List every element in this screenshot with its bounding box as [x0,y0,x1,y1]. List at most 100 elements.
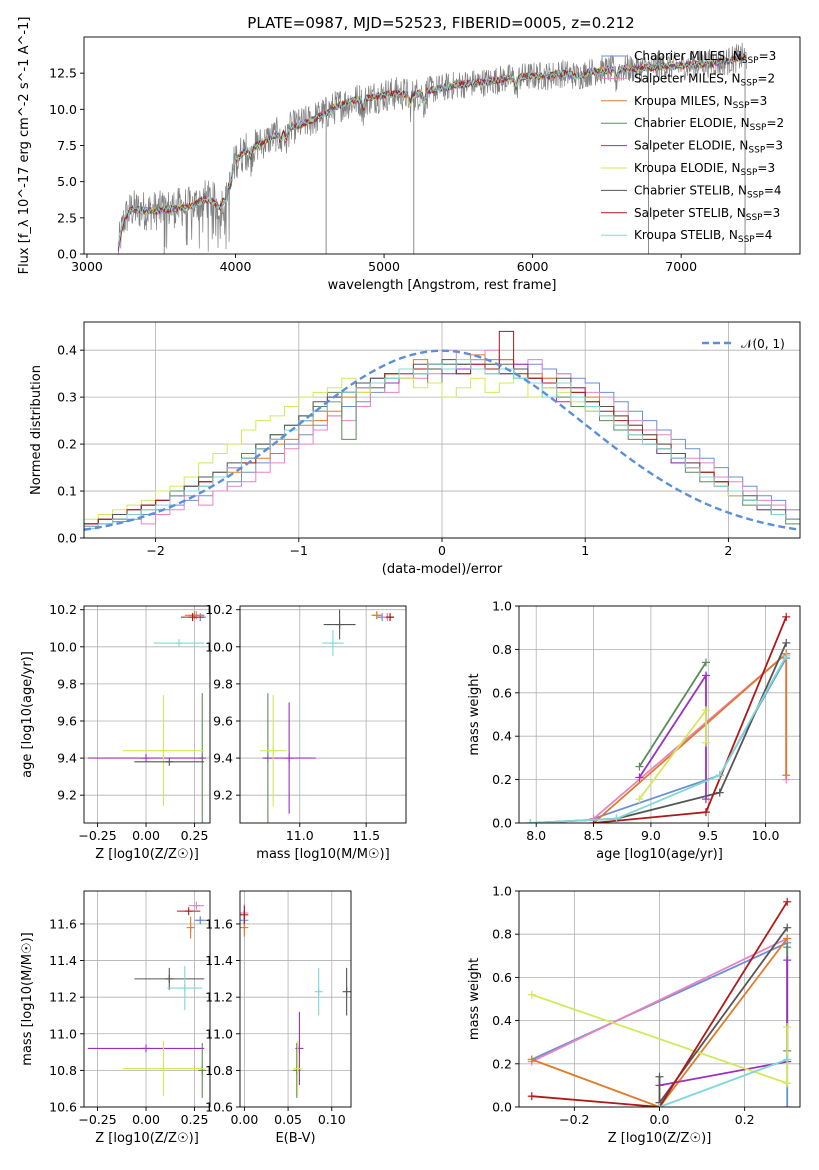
x-tick-label: 7000 [665,259,697,274]
panel-4: 11.0 11.5 9.2 9.4 9.6 9.8 10.0 10.2 mass [log10(… [205,602,407,862]
x-tick-label: 0.10 [318,1112,346,1127]
y-tick-label: 11.6 [49,916,77,931]
x-tick-label: 11.5 [352,828,380,843]
x-tick-label: 0.25 [181,828,209,843]
x-tick-label: 9.0 [641,828,661,843]
x-tick-label: 6000 [517,259,549,274]
y-tick-label: 0.6 [492,970,512,985]
legend: Chabrier MILES, NSSP=3 Salpeter MILES, NS… [601,49,784,245]
legend-label: Salpeter ELODIE, NSSP=3 [634,139,783,156]
y-tick-label: 10.6 [49,1100,77,1115]
x-axis-label: Z [log10(Z/Z☉)] [95,1131,199,1146]
mass-weight-line [593,651,788,823]
y-axis-label: Flux [f_λ 10^-17 erg cm^-2 s^-1 A^-1] [17,17,32,275]
y-tick-label: 0.2 [492,772,512,787]
y-tick-label: 10.0 [205,639,233,654]
x-tick-label: 0 [438,543,446,558]
y-tick-label: 9.2 [57,788,77,803]
y-axis-label: mass weight [467,958,482,1040]
y-tick-label: 0.3 [57,390,77,405]
y-tick-label: 0.0 [492,1100,512,1115]
y-tick-label: 11.4 [49,953,77,968]
y-tick-label: 10.0 [49,102,77,117]
plot-area [526,612,791,823]
y-tick-label: 9.6 [57,713,77,728]
mass-weight-line [638,672,707,800]
y-axis-label: age [log10(age/yr)] [20,651,35,778]
y-tick-label: 0.0 [57,247,77,262]
model-line [117,53,746,247]
y-tick-label: 0.8 [492,927,512,942]
x-tick-label: 0.25 [181,1112,209,1127]
x-tick-label: −1 [290,543,308,558]
mass-weight-line [530,655,787,823]
y-tick-label: 5.0 [57,174,77,189]
spectrum-data-line [117,42,747,254]
figure-title: PLATE=0987, MJD=52523, FIBERID=0005, z=0… [247,14,634,32]
y-tick-label: 10.0 [49,639,77,654]
y-tick-label: 0.0 [492,816,512,831]
x-tick-label: 3000 [71,259,103,274]
legend-label: Kroupa STELIB, NSSP=4 [634,228,772,245]
x-tick-label: 5000 [368,259,400,274]
x-tick-label: −2 [146,543,164,558]
y-tick-label: 0.2 [57,437,77,452]
legend-label: Salpeter STELIB, NSSP=3 [634,206,780,223]
y-tick-label: 2.5 [57,210,77,225]
x-axis-label: E(B-V) [275,1131,315,1146]
y-tick-label: 7.5 [57,138,77,153]
x-tick-label: 0.00 [132,828,160,843]
y-tick-label: 11.0 [205,1026,233,1041]
plot-area [84,330,800,538]
y-tick-label: 10.2 [49,602,77,617]
normal-curve [84,349,800,531]
x-tick-label: 9.5 [698,828,718,843]
plot-area [240,903,351,1098]
panel-2: −2 −1 0 1 2 0.0 0.1 0.2 0.3 0.4 (data-model)/error… [29,321,801,577]
x-tick-label: 8.0 [526,828,546,843]
plot-area [527,897,792,1107]
axes-frame [239,890,352,1108]
x-tick-label: −0.25 [78,1112,116,1127]
y-tick-label: 0.6 [492,685,512,700]
y-tick-label: 11.2 [49,990,77,1005]
x-tick-label: 10.0 [752,828,780,843]
x-axis-label: Z [log10(Z/Z☉)] [608,1131,712,1146]
mass-weight-line [531,937,788,1063]
panel-7: 0.00 0.05 0.10 10.6 10.8 11.0 11.2 11.4 11.6 E(B-… [205,890,352,1146]
x-axis-label: age [log10(age/yr)] [596,847,723,862]
x-tick-label: −0.2 [559,1112,589,1127]
mass-weight-line [531,901,788,1107]
axes-frame [83,890,211,1108]
y-tick-label: 11.4 [205,953,233,968]
x-axis-label: Z [log10(Z/Z☉)] [95,847,199,862]
y-tick-label: 0.0 [57,531,77,546]
y-axis-label: mass weight [467,673,482,755]
y-tick-label: 0.4 [492,1013,512,1028]
y-tick-label: 0.1 [57,484,77,499]
y-axis-label: mass [log10(M/M☉)] [20,932,35,1065]
x-tick-label: 11.0 [286,828,314,843]
legend-label: Chabrier ELODIE, NSSP=2 [634,116,784,133]
x-tick-label: 0.00 [132,1112,160,1127]
legend-label: Salpeter MILES, NSSP=2 [634,71,775,88]
x-axis-label: wavelength [Angstrom, rest frame] [328,278,557,293]
y-tick-label: 11.0 [49,1026,77,1041]
y-tick-label: 9.8 [213,676,233,691]
model-line [117,52,746,246]
y-tick-label: 9.4 [57,751,77,766]
legend-label: 𝒩(0, 1) [741,337,785,351]
x-tick-label: 0.0 [650,1112,670,1127]
panel-6: −0.25 0.00 0.25 10.6 10.8 11.0 11.2 11.4 11.6 Z [… [20,890,211,1146]
x-tick-label: 0.05 [274,1112,302,1127]
y-tick-label: 1.0 [492,599,512,614]
x-tick-label: 0.00 [230,1112,258,1127]
y-tick-label: 10.8 [49,1063,77,1078]
x-tick-label: 1 [581,543,589,558]
mass-weight-line [531,937,788,1107]
y-tick-label: 9.6 [213,713,233,728]
y-tick-label: 10.8 [205,1063,233,1078]
legend-label: Chabrier MILES, NSSP=3 [634,49,776,66]
y-tick-label: 0.8 [492,642,512,657]
